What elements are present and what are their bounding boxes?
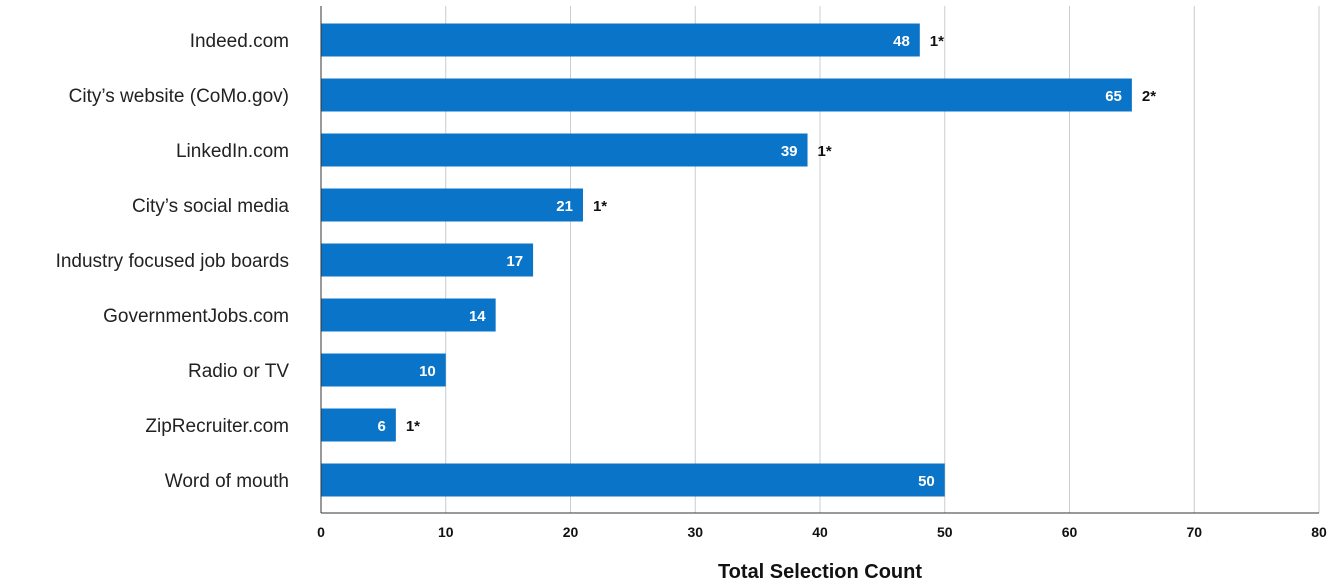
x-tick-label: 10 <box>438 524 454 540</box>
x-axis-title: Total Selection Count <box>718 561 922 583</box>
x-tick-label: 50 <box>937 524 953 540</box>
annotation-label: 1* <box>593 198 607 215</box>
value-label: 10 <box>419 363 436 380</box>
category-label: Industry focused job boards <box>56 251 289 272</box>
value-label: 14 <box>469 308 486 325</box>
annotation-label: 2* <box>1142 88 1156 105</box>
x-tick-label: 70 <box>1186 524 1202 540</box>
x-tick-label: 80 <box>1311 524 1327 540</box>
category-label: LinkedIn.com <box>176 141 289 162</box>
value-label: 17 <box>506 253 523 270</box>
value-label: 48 <box>893 33 910 50</box>
bar <box>321 23 920 57</box>
annotation-label: 1* <box>930 33 944 50</box>
bar <box>321 78 1132 112</box>
value-label: 6 <box>378 418 386 435</box>
category-label: Radio or TV <box>188 361 289 382</box>
x-tick-label: 40 <box>812 524 828 540</box>
category-label: ZipRecruiter.com <box>145 416 289 437</box>
value-label: 50 <box>918 473 935 490</box>
x-tick-label: 0 <box>317 524 325 540</box>
value-label: 21 <box>556 198 573 215</box>
category-label: GovernmentJobs.com <box>103 306 289 327</box>
x-tick-label: 30 <box>687 524 703 540</box>
annotation-label: 1* <box>406 418 420 435</box>
value-label: 39 <box>781 143 798 160</box>
x-tick-label: 20 <box>563 524 579 540</box>
bar <box>321 243 534 277</box>
value-label: 65 <box>1105 88 1122 105</box>
bar <box>321 463 945 497</box>
category-label: City’s social media <box>132 196 289 217</box>
bar <box>321 298 496 332</box>
bar <box>321 133 808 167</box>
bars <box>321 23 1132 497</box>
category-label: Indeed.com <box>190 31 289 52</box>
category-label: City’s website (CoMo.gov) <box>69 86 289 107</box>
bar <box>321 408 396 442</box>
annotation-label: 1* <box>818 143 832 160</box>
x-tick-label: 60 <box>1062 524 1078 540</box>
labels: 0 10 20 30 40 50 60 70 80 Indeed.com 48 1* City’s we… <box>56 31 1327 540</box>
bar <box>321 353 446 387</box>
bar <box>321 188 583 222</box>
category-label: Word of mouth <box>165 471 289 492</box>
